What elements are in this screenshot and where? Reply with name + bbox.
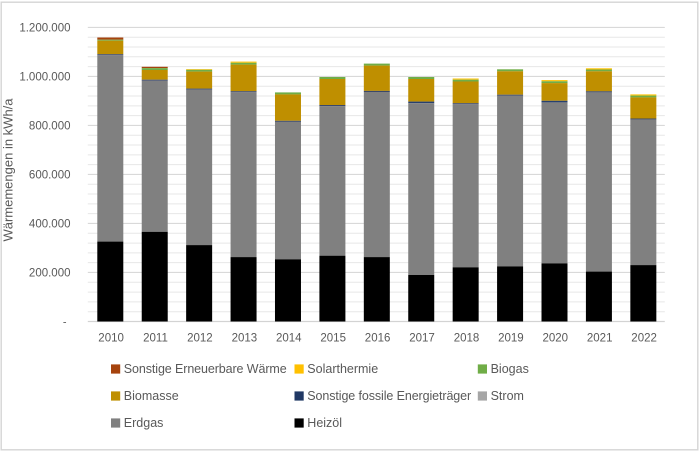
svg-text:Erdgas: Erdgas (124, 416, 164, 430)
svg-text:2012: 2012 (187, 332, 213, 344)
svg-text:2017: 2017 (409, 332, 435, 344)
svg-text:1.200.000: 1.200.000 (19, 22, 70, 34)
svg-text:Heizöl: Heizöl (307, 416, 342, 430)
svg-text:Strom: Strom (491, 389, 524, 403)
svg-text:2018: 2018 (454, 332, 480, 344)
svg-text:Biomasse: Biomasse (124, 389, 179, 403)
svg-text:800.000: 800.000 (29, 120, 71, 132)
svg-text:2013: 2013 (232, 332, 258, 344)
svg-text:600.000: 600.000 (29, 170, 71, 182)
svg-text:Sonstige fossile Energieträger: Sonstige fossile Energieträger (307, 389, 471, 403)
svg-text:Wärmemengen in kWh/a: Wärmemengen in kWh/a (1, 98, 16, 242)
svg-text:2019: 2019 (498, 332, 524, 344)
svg-text:2021: 2021 (587, 332, 613, 344)
svg-text:-: - (63, 316, 67, 328)
svg-text:Sonstige Erneuerbare Wärme: Sonstige Erneuerbare Wärme (124, 362, 287, 376)
svg-text:2022: 2022 (631, 332, 657, 344)
svg-text:2014: 2014 (276, 332, 302, 344)
svg-text:400.000: 400.000 (29, 219, 71, 231)
svg-text:2011: 2011 (143, 332, 168, 344)
svg-text:2010: 2010 (98, 332, 124, 344)
svg-text:2015: 2015 (320, 332, 346, 344)
svg-text:1.000.000: 1.000.000 (19, 71, 70, 83)
svg-text:Solarthermie: Solarthermie (307, 362, 378, 376)
svg-text:2016: 2016 (365, 332, 391, 344)
svg-text:2020: 2020 (543, 332, 569, 344)
svg-text:Biogas: Biogas (491, 362, 529, 376)
svg-text:200.000: 200.000 (29, 268, 71, 280)
